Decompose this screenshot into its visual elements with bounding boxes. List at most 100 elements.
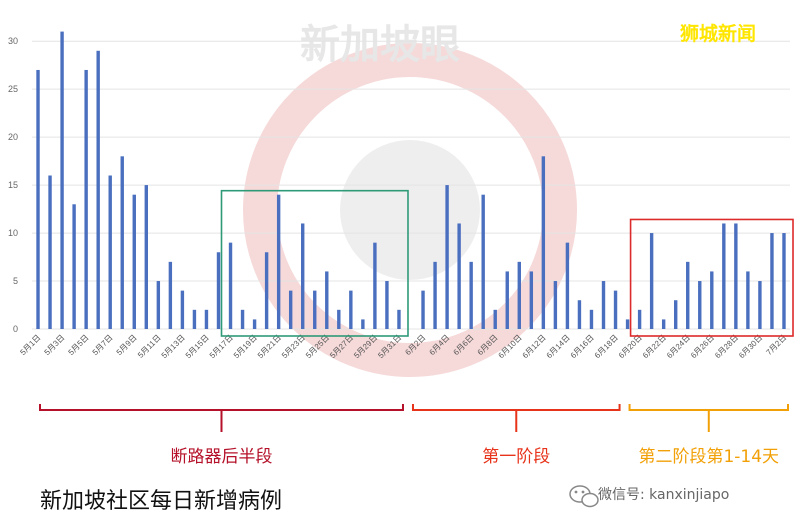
x-tick-label: 5月23日 bbox=[280, 333, 307, 360]
x-tick-label: 5月21日 bbox=[256, 333, 283, 360]
watermark-text: 新加坡眼 bbox=[300, 22, 460, 68]
bar bbox=[108, 175, 112, 329]
bar bbox=[60, 31, 64, 329]
highlight-boxes bbox=[220, 189, 794, 337]
bar bbox=[782, 233, 786, 329]
bar bbox=[746, 271, 750, 329]
bar bbox=[240, 309, 245, 329]
x-tick-label: 5月1日 bbox=[18, 333, 42, 357]
bar bbox=[722, 223, 726, 329]
bar bbox=[168, 261, 173, 329]
chart-title: 新加坡社区每日新增病例 bbox=[40, 489, 282, 514]
wechat-account: 微信号: kanxinjiapo bbox=[598, 487, 729, 503]
bar bbox=[228, 242, 233, 329]
bar bbox=[84, 69, 88, 329]
phase-label: 断路器后半段 bbox=[170, 447, 272, 467]
bar bbox=[132, 194, 136, 329]
wechat-icon bbox=[569, 485, 599, 508]
x-tick-label: 6月30日 bbox=[737, 333, 764, 360]
x-tick-label: 6月14日 bbox=[545, 333, 572, 360]
bar bbox=[529, 271, 534, 329]
x-tick-label: 5月5日 bbox=[67, 333, 91, 357]
bars bbox=[36, 31, 786, 329]
x-tick-label: 6月16日 bbox=[569, 333, 596, 360]
bar bbox=[589, 309, 594, 329]
x-tick-label: 5月17日 bbox=[208, 333, 235, 360]
bar bbox=[373, 242, 377, 329]
bar bbox=[433, 261, 437, 329]
y-tick-label: 25 bbox=[8, 84, 18, 94]
bar bbox=[180, 290, 185, 329]
bar bbox=[361, 319, 365, 329]
bar bbox=[192, 309, 197, 329]
bar bbox=[264, 252, 269, 329]
phase-bracket: 断路器后半段 bbox=[39, 404, 404, 467]
bar bbox=[313, 290, 317, 329]
bar bbox=[469, 261, 473, 329]
y-tick-label: 0 bbox=[13, 324, 18, 334]
bar bbox=[565, 242, 570, 329]
bar bbox=[301, 223, 305, 329]
x-tick-label: 6月12日 bbox=[521, 333, 548, 360]
x-tick-label: 5月7日 bbox=[91, 333, 115, 357]
bar bbox=[710, 271, 714, 329]
x-tick-label: 6月24日 bbox=[665, 333, 692, 360]
bar bbox=[734, 223, 738, 329]
bar bbox=[36, 69, 40, 329]
bar bbox=[204, 309, 209, 329]
bar bbox=[698, 281, 702, 329]
bar bbox=[601, 281, 606, 329]
bar bbox=[553, 281, 558, 329]
x-tick-label: 6月20日 bbox=[617, 333, 644, 360]
bar bbox=[758, 281, 762, 329]
phase-label: 第一阶段 bbox=[482, 447, 550, 467]
bar bbox=[673, 300, 678, 329]
bar bbox=[337, 309, 341, 329]
bar bbox=[144, 185, 149, 329]
x-tick-label: 6月22日 bbox=[641, 333, 668, 360]
y-axis: 0 5 10 15 20 25 30 bbox=[8, 36, 18, 334]
bar bbox=[481, 194, 485, 329]
bar bbox=[72, 204, 76, 329]
x-tick-label: 6月28日 bbox=[713, 333, 740, 360]
bar bbox=[613, 290, 618, 329]
phase-label: 第二阶段第1-14天 bbox=[638, 447, 779, 467]
y-tick-label: 20 bbox=[8, 132, 18, 142]
bar bbox=[385, 281, 389, 329]
bar bbox=[541, 156, 546, 329]
x-tick-label: 6月18日 bbox=[593, 333, 620, 360]
bar bbox=[325, 271, 329, 329]
bar bbox=[252, 319, 257, 329]
bar bbox=[288, 290, 293, 329]
bar bbox=[120, 156, 124, 329]
bar bbox=[493, 309, 497, 329]
y-tick-label: 10 bbox=[8, 228, 18, 238]
phase-brackets: 断路器后半段 第一阶段 第二阶段第1-14天 bbox=[39, 404, 789, 467]
bar bbox=[686, 261, 690, 329]
bar bbox=[625, 319, 630, 329]
x-tick-label: 5月15日 bbox=[184, 333, 211, 360]
bar bbox=[276, 194, 281, 329]
phase-bracket: 第二阶段第1-14天 bbox=[628, 404, 789, 467]
highlight-box bbox=[220, 189, 409, 337]
brand-label: 狮城新闻 bbox=[680, 22, 756, 45]
bar bbox=[649, 233, 654, 329]
bar bbox=[770, 233, 774, 329]
bar bbox=[349, 290, 353, 329]
bar bbox=[216, 252, 221, 329]
bar bbox=[96, 50, 100, 329]
bar bbox=[505, 271, 509, 329]
bar bbox=[421, 290, 425, 329]
bar bbox=[577, 300, 582, 329]
bar bbox=[445, 185, 449, 329]
bar bbox=[48, 175, 52, 329]
bar bbox=[457, 223, 461, 329]
highlight-box bbox=[629, 218, 794, 337]
y-tick-label: 15 bbox=[8, 180, 18, 190]
bar bbox=[661, 319, 666, 329]
phase-bracket: 第一阶段 bbox=[411, 404, 621, 467]
bar bbox=[637, 309, 642, 329]
bar bbox=[517, 261, 521, 329]
y-tick-label: 30 bbox=[8, 36, 18, 46]
